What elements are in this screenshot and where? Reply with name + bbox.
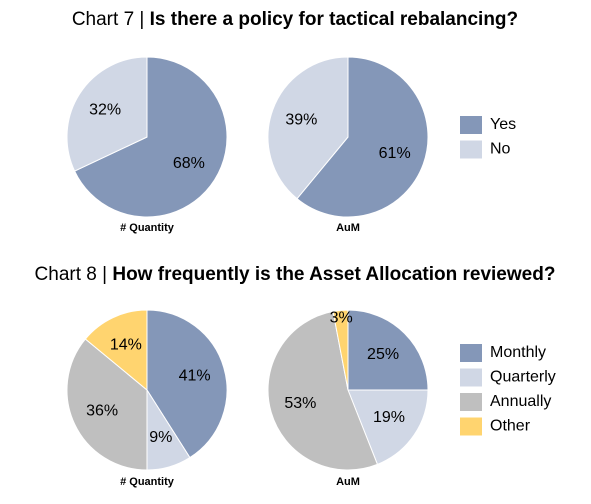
slice-label: 14% bbox=[110, 336, 142, 353]
slice-label: 9% bbox=[149, 429, 172, 446]
legend-label: Annually bbox=[490, 393, 551, 410]
pie-slice bbox=[347, 309, 429, 391]
slice-label: 32% bbox=[89, 102, 121, 119]
pie-label: # Quantity bbox=[120, 222, 175, 234]
slice-label: 36% bbox=[86, 402, 118, 419]
slice-label: 25% bbox=[367, 346, 399, 363]
pie-slice bbox=[73, 56, 228, 218]
legend-swatch bbox=[460, 417, 482, 436]
pie-slice bbox=[332, 309, 349, 391]
title-text: How frequently is the Asset Allocation r… bbox=[112, 264, 555, 285]
legend-label: Quarterly bbox=[490, 369, 556, 386]
slice-label: 19% bbox=[373, 409, 405, 426]
title-text: Is there a policy for tactical rebalanci… bbox=[150, 9, 519, 30]
slice-label: 61% bbox=[379, 145, 411, 162]
pie-slice bbox=[267, 56, 349, 200]
pie-slice bbox=[66, 56, 148, 172]
legend-label: Yes bbox=[490, 116, 516, 133]
title-heading: Chart 7 | bbox=[72, 9, 145, 30]
pie-slice bbox=[84, 309, 148, 392]
slice-label: 53% bbox=[284, 395, 316, 412]
legend-swatch bbox=[460, 368, 482, 387]
legend-label: Monthly bbox=[490, 344, 546, 361]
slice-label: 3% bbox=[330, 310, 353, 327]
legend-swatch bbox=[460, 140, 482, 159]
pie-slice bbox=[296, 56, 429, 218]
legend-swatch bbox=[460, 393, 482, 411]
slice-label: 39% bbox=[285, 111, 317, 128]
legend-swatch bbox=[460, 344, 482, 362]
pie-slice bbox=[347, 389, 429, 466]
pie-label: AuM bbox=[336, 476, 360, 488]
legend-label: No bbox=[490, 141, 511, 158]
chart-title: Chart 8 | How frequently is the Asset Al… bbox=[35, 264, 556, 285]
pie-label: AuM bbox=[336, 222, 360, 234]
slice-label: 68% bbox=[173, 155, 205, 172]
slice-label: 41% bbox=[179, 367, 211, 384]
pie-label: # Quantity bbox=[120, 476, 175, 488]
legend-label: Other bbox=[490, 418, 531, 435]
legend-swatch bbox=[460, 116, 482, 134]
chart-title: Chart 7 | Is there a policy for tactical… bbox=[72, 9, 518, 30]
pie-slice bbox=[66, 338, 148, 471]
title-heading: Chart 8 | bbox=[35, 264, 108, 285]
pie-slice bbox=[267, 310, 379, 471]
